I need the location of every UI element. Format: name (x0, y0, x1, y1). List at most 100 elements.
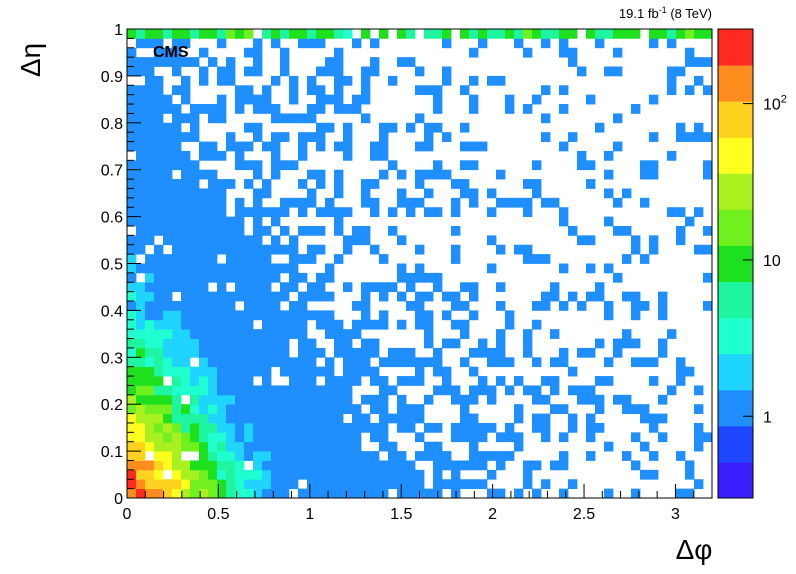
heatmap-cell (289, 469, 299, 480)
heatmap-cell (388, 469, 398, 480)
heatmap-cell (397, 357, 407, 368)
heatmap-cell (208, 404, 218, 414)
heatmap-cell (154, 329, 164, 339)
heatmap-cell (154, 216, 164, 227)
heatmap-cell (550, 357, 560, 368)
heatmap-cell (451, 301, 461, 311)
heatmap-cell (361, 347, 371, 358)
color-band (718, 389, 753, 427)
heatmap-cell (361, 235, 371, 246)
heatmap-cell (514, 38, 524, 49)
heatmap-cell (307, 254, 317, 264)
heatmap-cell (154, 38, 164, 49)
heatmap-cell (316, 432, 326, 443)
heatmap-cell (352, 404, 362, 414)
heatmap-cell (469, 460, 479, 471)
heatmap-cell (640, 469, 650, 480)
heatmap-cell (334, 104, 344, 114)
heatmap-cell (172, 179, 182, 189)
heatmap-cell (145, 404, 155, 414)
heatmap-cell (127, 272, 137, 283)
heatmap-cell (163, 441, 173, 452)
heatmap-cell (613, 338, 623, 349)
heatmap-cell (388, 385, 398, 396)
heatmap-cell (190, 479, 200, 490)
heatmap-cell (127, 122, 137, 133)
heatmap-cell (316, 207, 326, 217)
heatmap-cell (154, 160, 164, 171)
heatmap-cell (361, 338, 371, 349)
heatmap-cell (478, 29, 488, 39)
heatmap-cell (487, 385, 497, 396)
heatmap-cell (226, 385, 236, 396)
heatmap-cell (226, 216, 236, 227)
heatmap-cell (298, 272, 308, 283)
heatmap-cell (361, 469, 371, 480)
heatmap-cell (361, 282, 371, 293)
heatmap-cell (325, 272, 335, 283)
heatmap-cell (298, 310, 308, 321)
heatmap-cell (280, 404, 290, 414)
heatmap-cell (235, 94, 245, 105)
heatmap-cell (208, 357, 218, 368)
heatmap-cell (226, 254, 236, 264)
heatmap-cell (280, 347, 290, 358)
heatmap-cell (631, 301, 641, 311)
heatmap-cell (334, 188, 344, 199)
heatmap-cell (235, 432, 245, 443)
heatmap-cell (442, 310, 452, 321)
heatmap-cell (271, 244, 281, 255)
heatmap-cell (532, 94, 542, 105)
heatmap-cell (379, 404, 389, 414)
heatmap-cell (352, 460, 362, 471)
heatmap-cell (370, 66, 380, 77)
heatmap-cell (172, 479, 182, 490)
heatmap-cell (343, 329, 353, 339)
heatmap-cell (415, 357, 425, 368)
heatmap-cell (136, 282, 146, 293)
heatmap-cell (154, 150, 164, 161)
heatmap-cell (316, 282, 326, 293)
heatmap-cell (280, 282, 290, 293)
heatmap-cell (622, 329, 632, 339)
heatmap-cell (163, 479, 173, 490)
heatmap-cell (154, 488, 164, 499)
heatmap-cell (190, 57, 200, 67)
x-axis-label: Δφ (676, 534, 713, 565)
heatmap-cell (334, 338, 344, 349)
heatmap-cell (307, 104, 317, 114)
heatmap-cell (181, 150, 191, 161)
heatmap-cell (145, 216, 155, 227)
heatmap-cell (172, 432, 182, 443)
heatmap-cell (127, 404, 137, 414)
heatmap-cell (370, 38, 380, 49)
heatmap-cell (532, 460, 542, 471)
heatmap-cell (298, 197, 308, 208)
heatmap-cell (289, 422, 299, 433)
heatmap-cell (640, 357, 650, 368)
heatmap-cell (379, 488, 389, 499)
heatmap-cell (559, 207, 569, 217)
heatmap-cell (379, 385, 389, 396)
heatmap-cell (595, 29, 605, 39)
heatmap-cell (154, 422, 164, 433)
heatmap-cell (244, 310, 254, 321)
heatmap-cell (361, 75, 371, 86)
heatmap-cell (343, 132, 353, 142)
heatmap-cell (352, 329, 362, 339)
heatmap-cell (208, 451, 218, 461)
heatmap-cell (469, 441, 479, 452)
heatmap-cell (145, 122, 155, 133)
heatmap-cell (226, 460, 236, 471)
heatmap-cell (613, 347, 623, 358)
heatmap-cell (181, 113, 191, 124)
heatmap-cell (577, 150, 587, 161)
heatmap-cell (559, 29, 569, 39)
heatmap-cell (208, 29, 218, 39)
heatmap-cell (199, 235, 209, 246)
heatmap-cell (154, 244, 164, 255)
heatmap-cell (136, 244, 146, 255)
heatmap-cell (352, 441, 362, 452)
heatmap-cell (181, 38, 191, 49)
heatmap-cell (568, 225, 578, 236)
